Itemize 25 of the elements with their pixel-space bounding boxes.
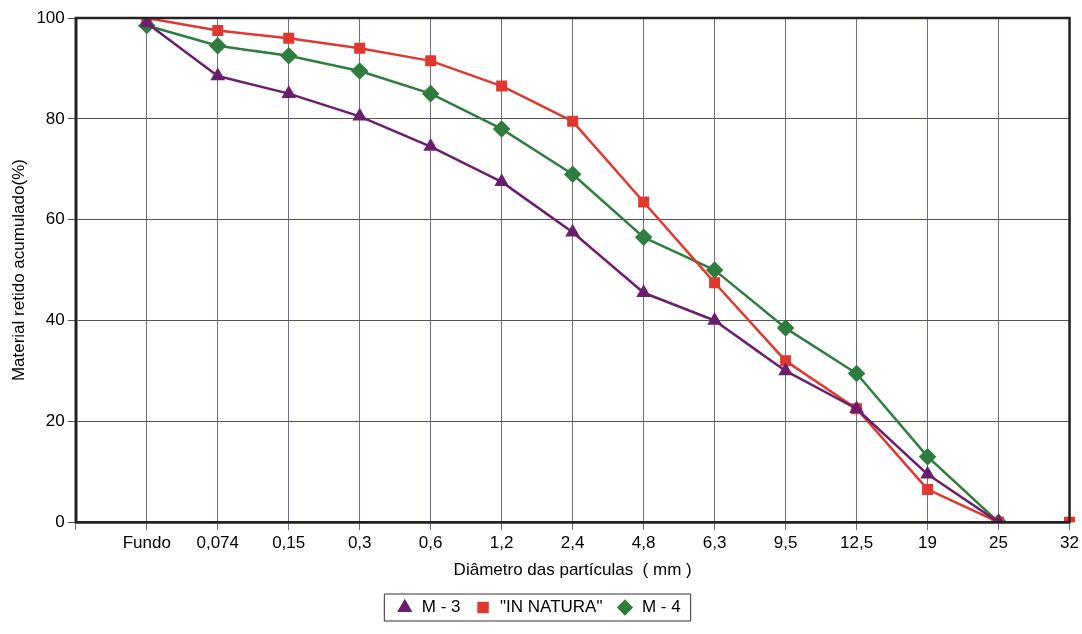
legend-label: "IN NATURA" — [500, 597, 603, 617]
x-tick-label: 0,074 — [196, 533, 240, 553]
legend-label: M - 4 — [641, 597, 681, 617]
x-tick-label: 0,3 — [347, 533, 372, 553]
x-axis-title: Diâmetro das partículas ( mm ) — [453, 560, 692, 580]
legend-label: M - 3 — [421, 597, 461, 617]
y-tick-label: 60 — [45, 209, 65, 229]
x-tick-label: 4,8 — [631, 533, 656, 553]
x-tick-label: 6,3 — [702, 533, 727, 553]
y-tick-label: 40 — [45, 310, 65, 330]
x-tick-label: 12,5 — [840, 533, 874, 553]
x-tick-label: 0,6 — [418, 533, 443, 553]
y-tick-label: 20 — [45, 411, 65, 431]
x-tick-label: 1,2 — [489, 533, 514, 553]
x-tick-label: 2,4 — [560, 533, 585, 553]
x-tick-label: 25 — [989, 533, 1009, 553]
y-tick-label: 80 — [45, 108, 65, 128]
y-axis-title: Material retido acumulado(%) — [8, 159, 28, 382]
x-tick-label: 19 — [918, 533, 938, 553]
x-tick-label: 32 — [1060, 533, 1080, 553]
x-tick-label: 0,15 — [272, 533, 306, 553]
x-tick-label: 9,5 — [773, 533, 798, 553]
y-tick-label: 100 — [36, 7, 65, 27]
y-tick-label: 0 — [55, 511, 65, 531]
x-tick-label: Fundo — [122, 533, 171, 553]
